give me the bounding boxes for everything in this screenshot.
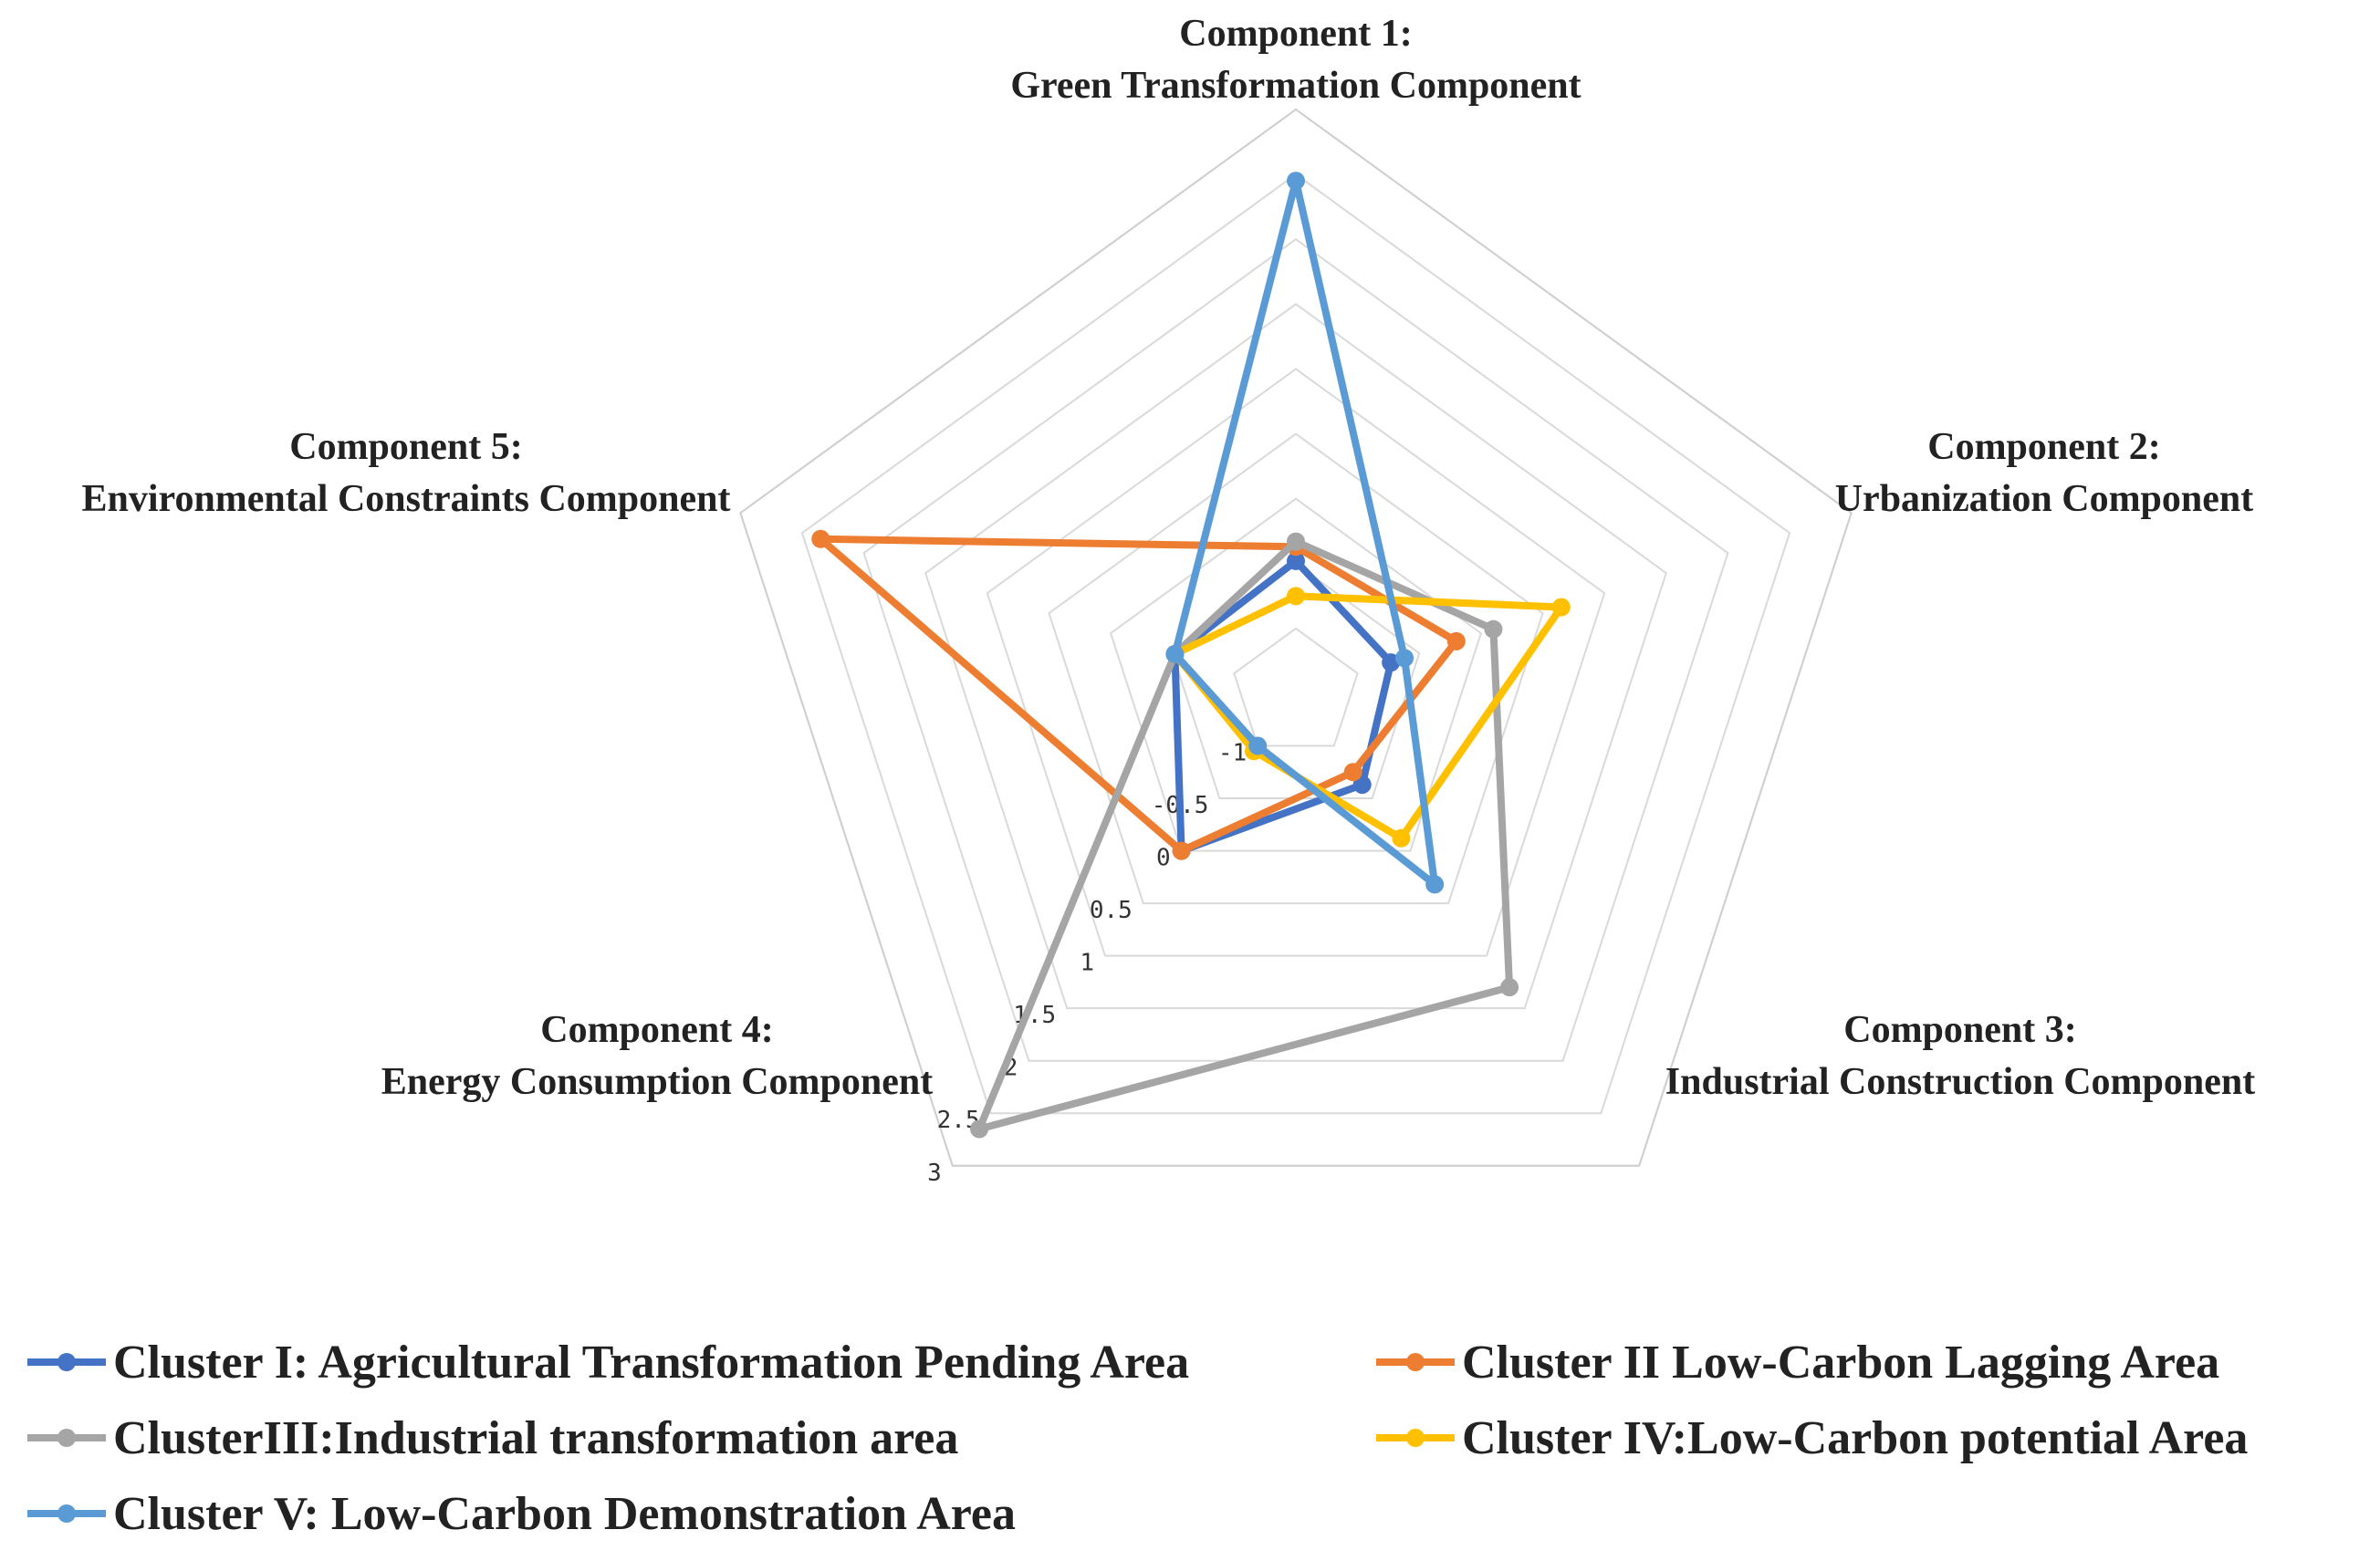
series-point: [1287, 551, 1305, 570]
legend: Cluster I: Agricultural Transformation P…: [27, 1337, 2248, 1540]
legend-item: Cluster V: Low-Carbon Demonstration Area: [27, 1488, 1016, 1540]
axis-title: Energy Consumption Component: [381, 1061, 933, 1103]
series-point: [811, 529, 830, 548]
axis-title: Component 1:: [1179, 13, 1413, 55]
axis-titles: Component 1: Green Transformation Compone…: [82, 13, 2256, 1103]
series-point: [1425, 875, 1445, 894]
grid-ring: [924, 303, 1667, 1010]
series-point: [1172, 841, 1191, 860]
legend-label: Cluster IV:Low-Carbon potential Area: [1462, 1412, 2248, 1464]
series-point: [1343, 763, 1362, 782]
series-point: [1392, 828, 1411, 848]
axis-title: Green Transformation Component: [1010, 65, 1581, 107]
legend-swatch-marker: [1406, 1429, 1425, 1447]
series-point: [1446, 631, 1466, 650]
grid-outer-ring: [739, 108, 1853, 1167]
radar-tick-labels: -1-0.500.511.522.53: [927, 740, 1247, 1187]
series-point: [1165, 644, 1185, 663]
legend-item: Cluster II Low-Carbon Lagging Area: [1376, 1337, 2219, 1389]
series-point: [970, 1119, 989, 1139]
tick-label: 0: [1156, 845, 1171, 872]
series-point: [1287, 587, 1305, 606]
radar-series: [811, 172, 1571, 1139]
axis-title: Environmental Constraints Component: [82, 478, 731, 520]
series-line: [1171, 592, 1565, 842]
series-point: [1352, 775, 1372, 795]
series-point: [1287, 172, 1305, 191]
grid-ring: [739, 108, 1853, 1167]
tick-label: -1: [1218, 740, 1247, 767]
series-point: [1395, 649, 1414, 668]
series-line: [1171, 177, 1439, 889]
axis-title: Component 2:: [1927, 426, 2161, 468]
legend-label: Cluster I: Agricultural Transformation P…: [113, 1337, 1189, 1389]
grid-ring: [862, 237, 1729, 1062]
legend-label: Cluster II Low-Carbon Lagging Area: [1462, 1337, 2219, 1389]
series-point: [1287, 532, 1305, 551]
legend-item: ClusterIII:Industrial transformation are…: [27, 1412, 958, 1464]
tick-label: 0.5: [1090, 897, 1133, 924]
radar-grid: [739, 108, 1853, 1167]
legend-item: Cluster IV:Low-Carbon potential Area: [1376, 1412, 2248, 1464]
series-group: [811, 529, 1466, 860]
axis-title: Industrial Construction Component: [1665, 1061, 2255, 1103]
axis-title: Urbanization Component: [1835, 478, 2254, 520]
tick-label: 3: [927, 1160, 942, 1187]
axis-title: Component 4:: [540, 1009, 774, 1051]
grid-ring: [1048, 432, 1544, 905]
axis-title: Component 5:: [289, 426, 523, 468]
series-group: [1165, 172, 1445, 894]
axis-title: Component 3:: [1843, 1009, 2077, 1051]
grid-ring: [986, 368, 1606, 957]
legend-label: Cluster V: Low-Carbon Demonstration Area: [113, 1488, 1016, 1540]
legend-swatch-marker: [57, 1429, 76, 1447]
series-point: [1484, 619, 1503, 639]
legend-item: Cluster I: Agricultural Transformation P…: [27, 1337, 1189, 1389]
series-point: [1248, 736, 1268, 755]
tick-label: 1: [1080, 950, 1094, 977]
grid-ring: [800, 172, 1791, 1115]
grid-ring: [1233, 627, 1359, 747]
series-line: [976, 537, 1514, 1133]
series-line: [817, 535, 1460, 855]
series-point: [1500, 978, 1519, 997]
legend-label: ClusterIII:Industrial transformation are…: [113, 1412, 958, 1464]
series-point: [1551, 598, 1571, 617]
legend-swatch-marker: [57, 1504, 76, 1523]
legend-swatch-marker: [57, 1353, 76, 1371]
legend-swatch-marker: [1406, 1353, 1425, 1371]
